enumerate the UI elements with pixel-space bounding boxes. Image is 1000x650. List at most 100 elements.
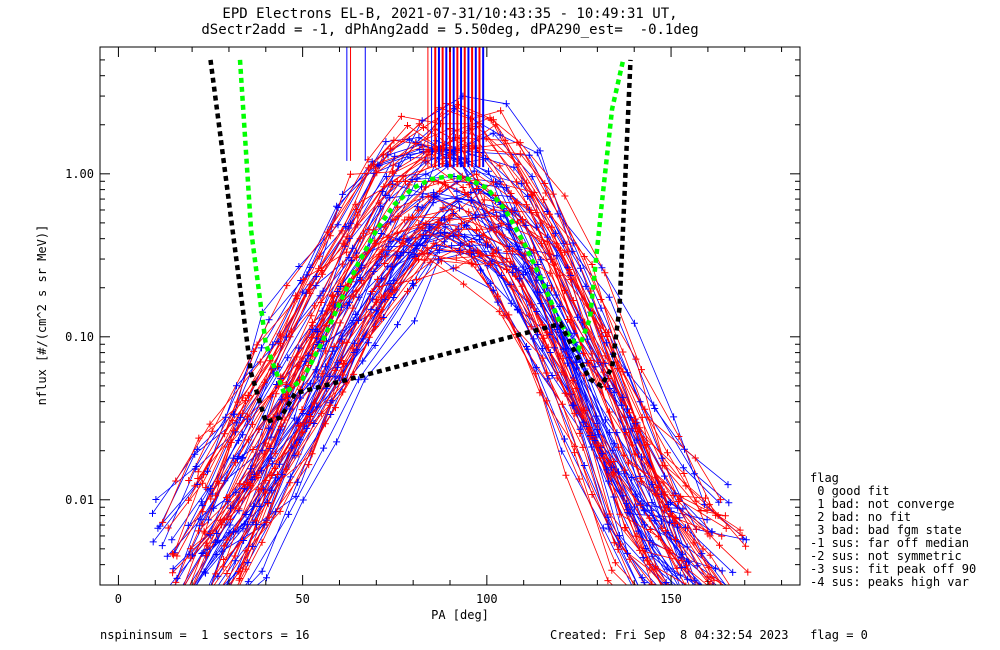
data-point-marker <box>682 482 690 490</box>
data-point-marker <box>390 136 398 144</box>
data-point-marker <box>742 542 750 550</box>
data-series-line <box>169 224 653 585</box>
data-point-marker <box>633 436 641 444</box>
data-point-marker <box>481 211 489 219</box>
data-point-marker <box>684 575 692 583</box>
data-point-marker <box>239 394 247 402</box>
data-point-marker <box>377 230 385 237</box>
data-point-marker <box>204 587 211 594</box>
data-point-marker <box>580 349 587 357</box>
data-point-marker <box>233 382 240 390</box>
data-point-marker <box>559 345 567 353</box>
data-point-marker <box>488 251 496 259</box>
data-point-marker <box>580 418 588 426</box>
data-point-marker <box>264 500 272 508</box>
data-point-marker <box>333 202 341 210</box>
data-point-marker <box>517 180 525 188</box>
data-point-marker <box>169 565 177 573</box>
data-point-marker <box>240 481 248 488</box>
data-point-marker <box>386 145 394 153</box>
data-point-marker <box>624 405 631 413</box>
data-point-marker <box>684 565 692 573</box>
data-point-marker <box>422 183 430 191</box>
data-point-marker <box>303 271 311 279</box>
data-point-marker <box>585 424 593 431</box>
data-point-marker <box>621 466 629 474</box>
data-point-marker <box>436 187 444 195</box>
data-point-marker <box>437 257 445 265</box>
data-point-marker <box>624 506 632 514</box>
data-point-marker <box>218 547 226 555</box>
data-point-marker <box>291 452 299 460</box>
data-point-marker <box>202 484 210 492</box>
data-point-marker <box>223 536 231 544</box>
data-point-marker <box>564 359 571 367</box>
data-point-marker <box>537 300 545 308</box>
data-point-marker <box>197 515 205 523</box>
data-point-marker <box>629 441 637 449</box>
data-point-marker <box>263 518 271 526</box>
data-point-marker <box>328 291 336 299</box>
data-point-marker <box>668 614 675 621</box>
data-point-marker <box>242 565 250 573</box>
data-point-marker <box>460 280 468 288</box>
data-point-marker <box>626 414 634 422</box>
data-point-marker <box>605 293 613 301</box>
data-point-marker <box>542 189 550 197</box>
data-point-marker <box>489 286 497 294</box>
data-point-marker <box>418 143 426 151</box>
data-point-marker <box>377 293 385 301</box>
data-point-marker <box>391 152 399 160</box>
data-point-marker <box>527 206 535 214</box>
data-point-marker <box>335 374 343 382</box>
data-point-marker <box>402 177 409 185</box>
data-point-marker <box>381 260 389 267</box>
data-point-marker <box>435 246 443 254</box>
y-tick-label: 0.10 <box>65 330 94 344</box>
data-point-marker <box>711 645 718 650</box>
data-point-marker <box>195 527 202 535</box>
data-point-marker <box>420 232 427 240</box>
data-point-marker <box>295 422 303 430</box>
data-point-marker <box>264 499 271 506</box>
data-point-marker <box>597 442 605 450</box>
data-point-marker <box>225 603 232 610</box>
data-point-marker <box>430 239 438 247</box>
data-point-marker <box>200 471 208 479</box>
data-point-marker <box>691 584 693 585</box>
data-point-marker <box>513 305 521 313</box>
data-point-marker <box>658 454 666 462</box>
y-axis-label: nflux [#/(cm^2 s sr MeV)] <box>35 224 49 406</box>
x-tick-label: 150 <box>660 592 682 606</box>
data-point-marker <box>326 301 334 309</box>
data-point-marker <box>561 435 568 443</box>
data-point-marker <box>367 312 375 320</box>
data-point-marker <box>418 250 426 258</box>
data-point-marker <box>561 389 569 397</box>
data-point-marker <box>238 454 246 462</box>
data-point-marker <box>370 169 378 177</box>
data-point-marker <box>219 563 227 571</box>
data-point-marker <box>239 453 247 461</box>
data-point-marker <box>564 316 572 323</box>
data-point-marker <box>183 595 190 602</box>
data-point-marker <box>213 597 220 604</box>
data-point-marker <box>221 593 228 600</box>
data-point-marker <box>286 479 294 487</box>
data-point-marker <box>304 352 312 360</box>
data-point-marker <box>400 234 408 242</box>
data-point-marker <box>159 518 167 526</box>
data-point-marker <box>685 582 687 585</box>
data-point-marker <box>548 284 555 292</box>
data-point-marker <box>614 443 622 451</box>
data-point-marker <box>421 256 429 264</box>
data-point-marker <box>558 400 566 408</box>
x-tick-label: 100 <box>476 592 498 606</box>
data-point-marker <box>636 501 644 509</box>
data-point-marker <box>703 506 711 514</box>
data-point-marker <box>650 615 657 622</box>
data-point-marker <box>394 321 401 329</box>
data-point-marker <box>349 244 357 252</box>
data-point-marker <box>528 173 536 181</box>
data-point-marker <box>318 307 326 315</box>
